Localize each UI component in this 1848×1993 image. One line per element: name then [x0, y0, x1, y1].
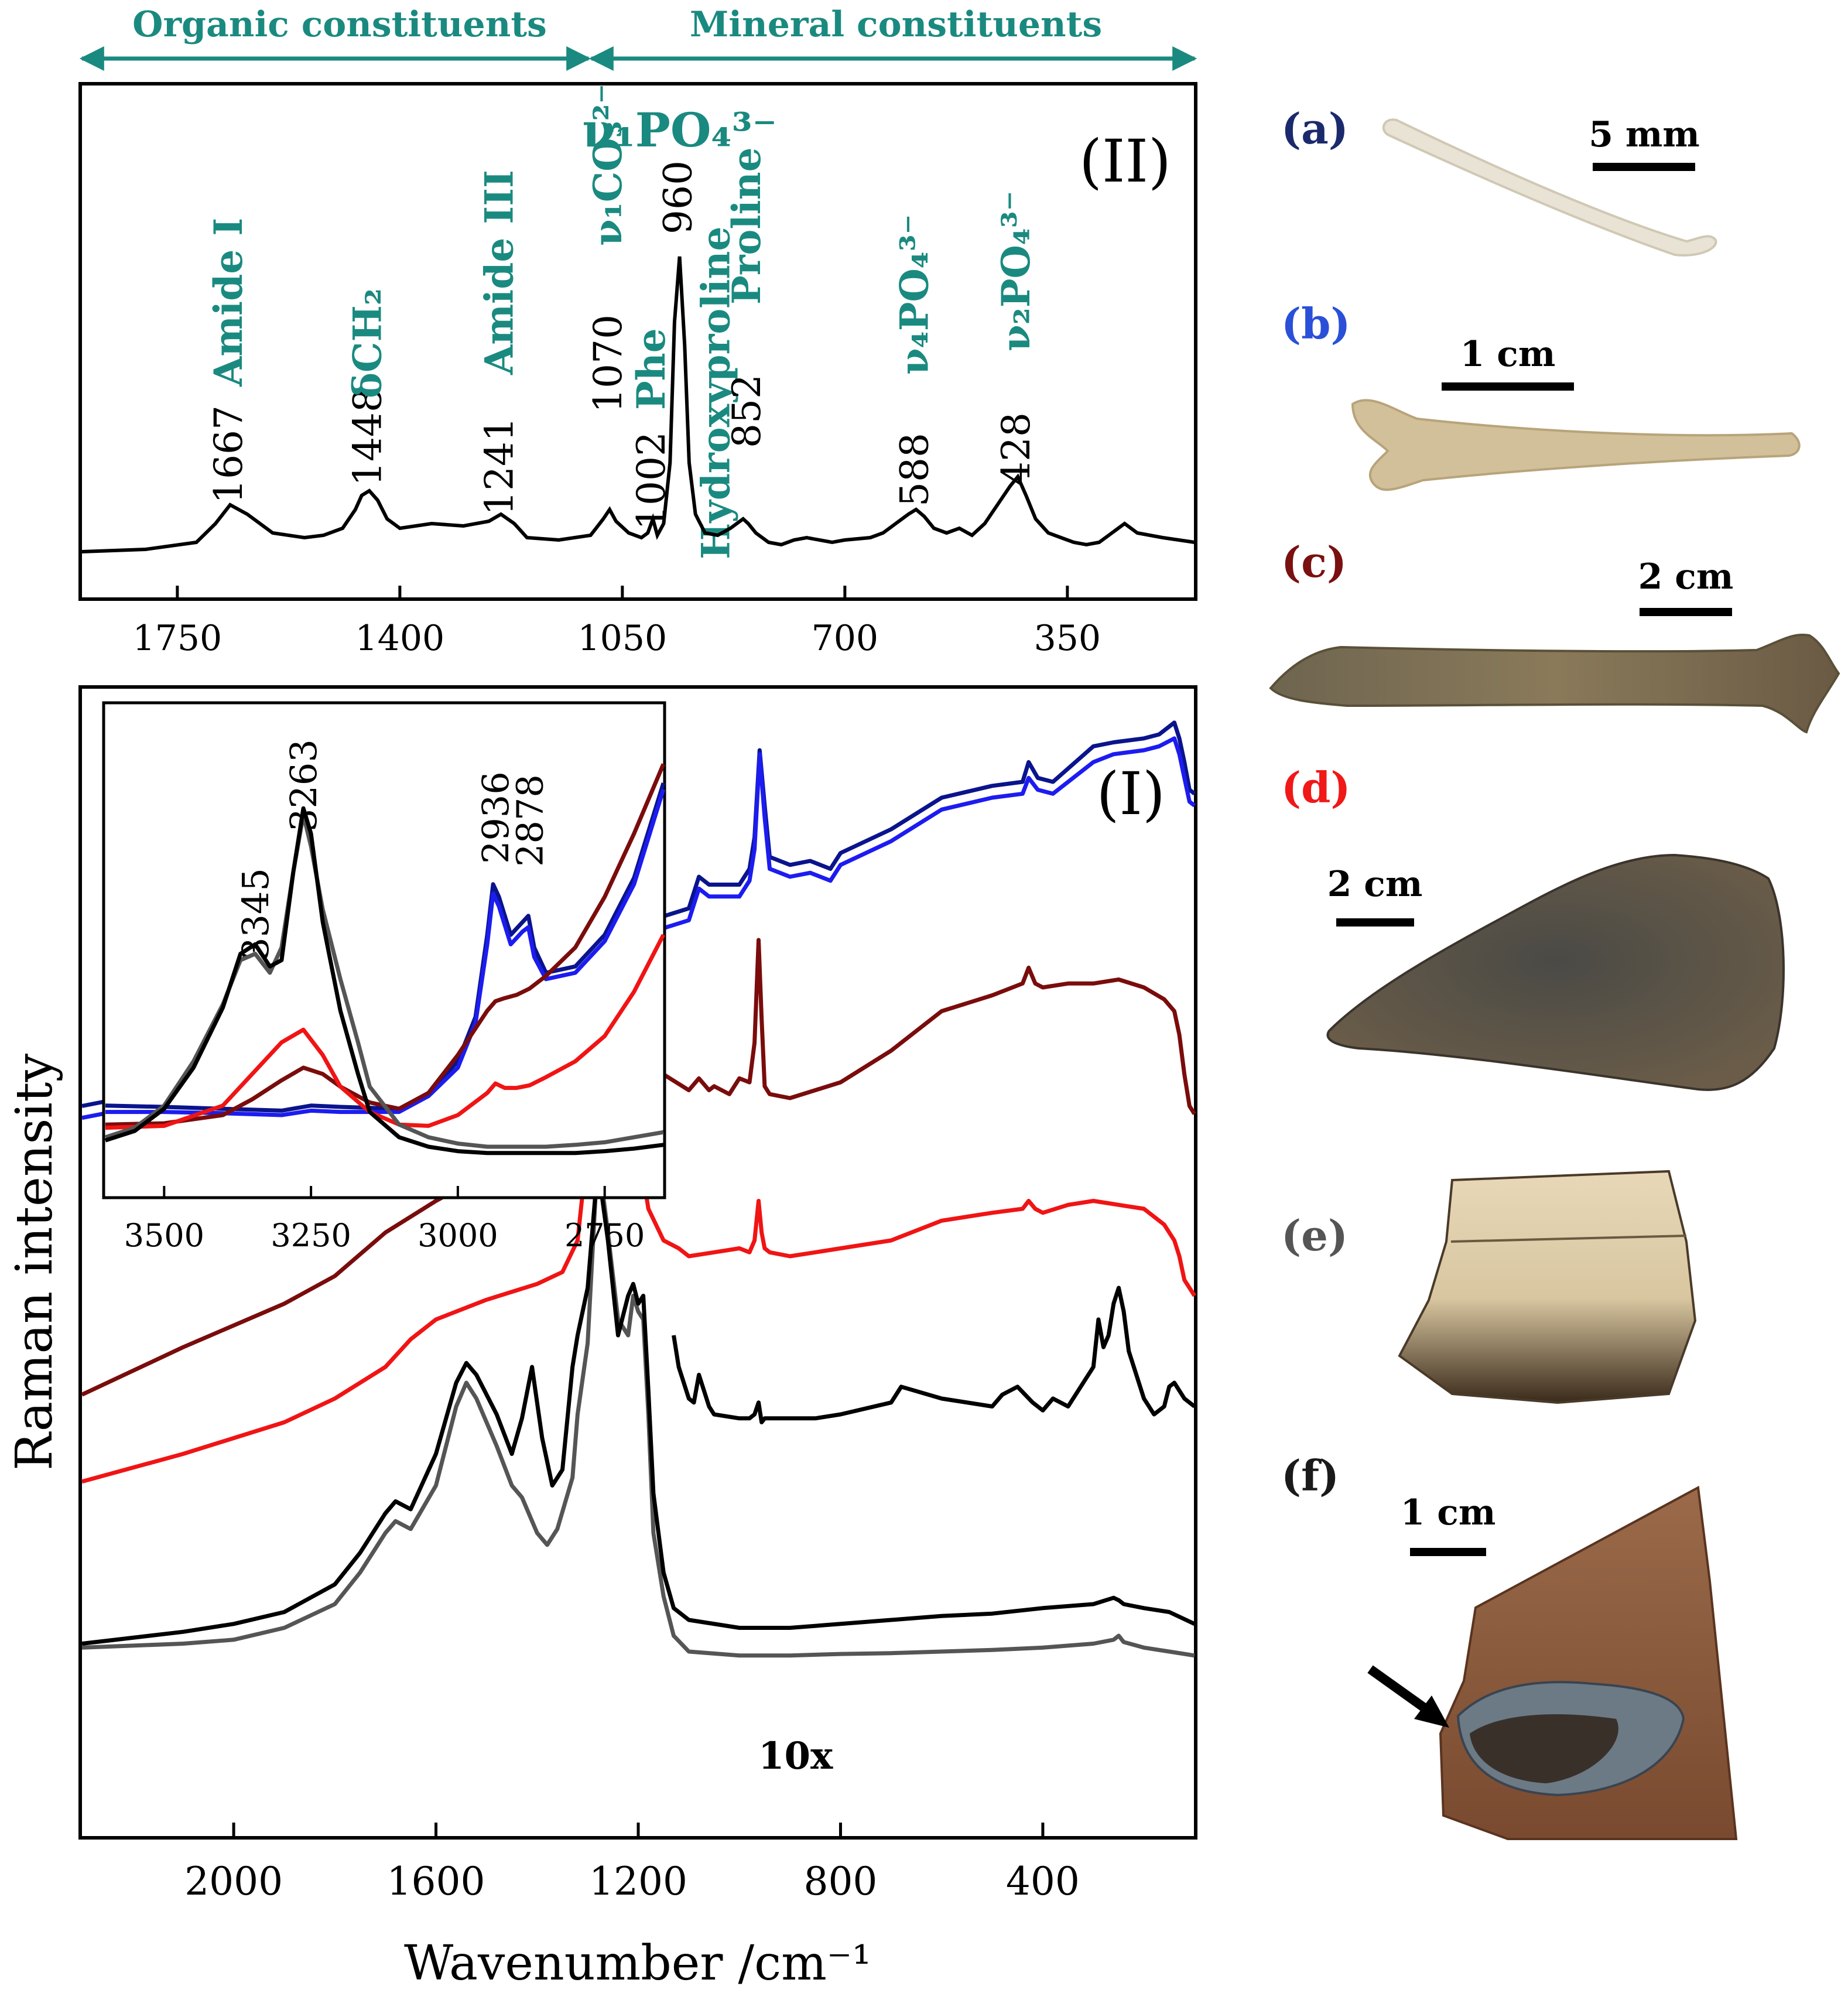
x-tick-label-II-3: 700: [812, 618, 879, 659]
peak-number-II-3: 1070: [586, 314, 631, 413]
photo-e-label: (e): [1281, 1211, 1348, 1260]
photo-d-scale-text: 2 cm: [1327, 864, 1423, 905]
spectrum-I-f: [81, 1163, 1196, 1646]
spectrum-I-d: [81, 1060, 1196, 1484]
photo-e-bone-image: [1398, 1170, 1697, 1404]
peak-name-II-6: Hydroxyproline: [693, 227, 739, 559]
photo-f-scale-text: 1 cm: [1401, 1492, 1496, 1533]
x-tick-label-II-0: 1750: [133, 618, 223, 659]
photo-b: (b) 1 cm: [1281, 299, 1801, 491]
photo-f: (f) 1 cm: [1281, 1451, 1738, 1840]
photo-c-label: (c): [1281, 537, 1347, 587]
x-ticks-inset: 3500 3250 3000 2750: [124, 1186, 645, 1254]
peak-name-II-1: δCH₂: [345, 288, 391, 398]
spectrum-lines-inset: [104, 763, 666, 1156]
photo-a-scale-text: 5 mm: [1589, 114, 1700, 155]
photo-c-bone-image: [1269, 634, 1840, 734]
peak-number-II-7: 852: [724, 374, 769, 448]
photo-d: (d) 2 cm: [1281, 763, 1785, 1091]
inset-tick-label-1: 3250: [271, 1217, 351, 1254]
peak-number-II-1: 1448: [345, 388, 391, 486]
inset-spectrum-b: [105, 788, 666, 1117]
x-tick-label-I-1: 1600: [387, 1859, 485, 1904]
peak-number-II-0: 1667: [206, 405, 251, 504]
peak-name-II-0: Amide I: [206, 218, 251, 387]
peak-name-II-3: ν₁CO₃²⁻: [585, 84, 631, 246]
photo-e-layer-line: [1450, 1235, 1687, 1243]
photo-e: (e): [1281, 1170, 1697, 1404]
inset-tick-label-3: 2750: [564, 1217, 645, 1254]
peak-name-II-9: ν₂PO₄³⁻: [993, 191, 1039, 351]
peak-number-II-2: 1241: [477, 417, 522, 515]
inset-tick-label-0: 3500: [124, 1217, 204, 1254]
photo-f-inclusion-core: [1470, 1714, 1618, 1783]
organic-label: Organic constituents: [132, 4, 547, 45]
photo-c: (c) 2 cm: [1269, 537, 1840, 734]
x-tick-label-I-4: 400: [1006, 1859, 1080, 1904]
inset-peak-number-3: 2878: [508, 774, 551, 867]
x-axis-label: Wavenumber /cm⁻¹: [404, 1936, 871, 1991]
x-ticks-II: 1750 1400 1050 700 350: [133, 586, 1101, 659]
peak-name-II-8: ν₄PO₄³⁻: [891, 214, 937, 375]
peak-name-II-7: Proline: [724, 147, 769, 305]
inset-tick-label-2: 3000: [417, 1217, 498, 1254]
photo-b-label: (b): [1281, 299, 1350, 348]
photo-d-bone-image: [1326, 853, 1785, 1091]
photo-f-arrow-shaft: [1367, 1665, 1435, 1717]
x-tick-label-I-3: 800: [803, 1859, 877, 1904]
x-ticks-I: 2000 1600 1200 800 400: [184, 1823, 1080, 1904]
spectrum-I-f10x: [672, 1286, 1196, 1424]
peak-name-II-5: ν₁PO₄³⁻: [582, 102, 777, 158]
photo-d-label: (d): [1281, 763, 1350, 812]
x-tick-label-I-2: 1200: [589, 1859, 687, 1904]
peak-name-II-2: Amide III: [476, 170, 522, 375]
plot-frame-II: [78, 82, 1197, 601]
peak-number-II-8: 588: [892, 433, 937, 507]
x-tick-label-I-0: 2000: [184, 1859, 283, 1904]
panel-label-II: (II): [1079, 127, 1171, 196]
chart-panel-I: (I) 2000 1600 1200 800 400 10x Wavenumber /c…: [5, 685, 1197, 1991]
photo-b-scale-text: 1 cm: [1460, 334, 1556, 375]
y-axis-label: Raman intensity: [5, 1054, 64, 1471]
panel-label-I: (I): [1096, 760, 1165, 828]
inset-spectrum-f: [104, 806, 664, 1156]
peak-number-II-5: 960: [656, 160, 701, 234]
chart-panel-II: (II) 1750 1400 1050 700 350 1667 Amide I 1448δ…: [78, 82, 1197, 659]
photo-f-label: (f): [1281, 1451, 1339, 1500]
photo-b-bone-image: [1351, 399, 1801, 491]
spectrum-line-II: [81, 256, 1195, 553]
photo-a: (a) 5 mm: [1281, 104, 1717, 257]
photo-column: (a) 5 mm (b) 1 cm (c) 2 cm (d) 2 cm: [1269, 104, 1840, 1840]
photo-a-bone-image: [1382, 118, 1717, 257]
mineral-label: Mineral constituents: [690, 4, 1102, 45]
x-tick-label-II-1: 1400: [355, 618, 445, 659]
photo-f-arrow-icon: [1414, 1695, 1449, 1728]
peak-number-II-9: 428: [994, 412, 1039, 486]
inset-spectrum-d: [105, 934, 666, 1130]
photo-a-label: (a): [1281, 104, 1349, 153]
inset-peak-number-2: 2936: [474, 771, 517, 864]
x-tick-label-II-2: 1050: [578, 618, 668, 659]
photo-c-scale-text: 2 cm: [1638, 556, 1734, 597]
peak-name-II-4: Phe: [628, 328, 674, 410]
x-tick-label-II-4: 350: [1034, 618, 1101, 659]
header-arrows: Organic constituents Mineral constituent…: [79, 4, 1197, 71]
inset-spectrum-c: [105, 763, 666, 1127]
scale-annotation-10x: 10x: [758, 1734, 833, 1778]
